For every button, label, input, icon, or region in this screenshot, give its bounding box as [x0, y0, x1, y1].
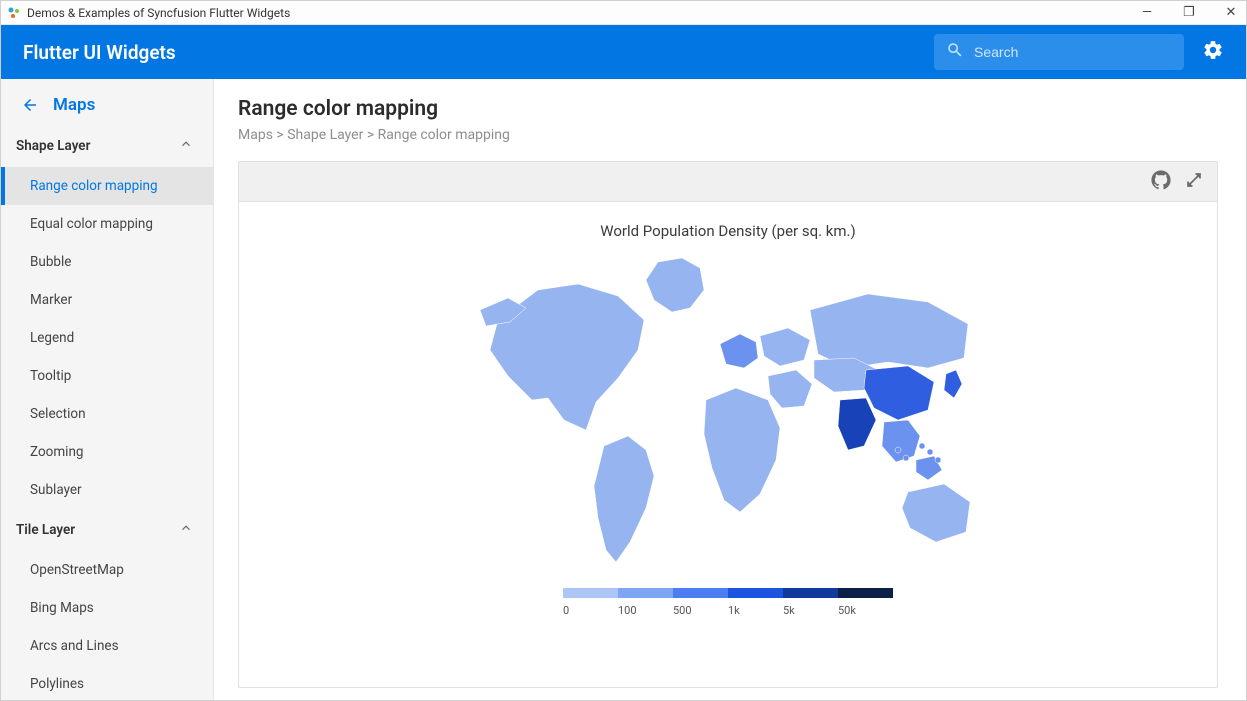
legend-label: 500 — [673, 604, 728, 617]
map-region-south_america[interactable] — [594, 436, 654, 562]
settings-button[interactable] — [1202, 39, 1224, 65]
legend-label: 100 — [618, 604, 673, 617]
legend-segment — [618, 588, 673, 598]
legend-label: 5k — [783, 604, 838, 617]
breadcrumb: Maps > Shape Layer > Range color mapping — [238, 127, 1218, 143]
map-region-greenland[interactable] — [646, 258, 704, 312]
card-toolbar — [239, 162, 1217, 202]
sidebar: Maps Shape Layer Range color mappingEqual… — [1, 79, 214, 700]
map-legend: 01005001k5k50k — [563, 588, 893, 617]
map-region-africa[interactable] — [704, 388, 780, 512]
back-arrow-icon — [21, 96, 39, 114]
world-map[interactable] — [468, 250, 988, 580]
demo-card: World Population Density (per sq. km.) 0… — [238, 161, 1218, 688]
search-box[interactable] — [934, 34, 1184, 70]
sidebar-item[interactable]: Marker — [1, 281, 213, 319]
sidebar-group-label: Shape Layer — [16, 138, 90, 154]
map-region-island[interactable] — [935, 457, 941, 463]
map-region-australia[interactable] — [902, 484, 970, 542]
map-region-island[interactable] — [903, 455, 909, 461]
map-region-india[interactable] — [838, 398, 876, 450]
legend-label: 1k — [728, 604, 783, 617]
map-region-island[interactable] — [919, 443, 925, 449]
legend-label: 0 — [563, 604, 618, 617]
fullscreen-button[interactable] — [1185, 171, 1203, 193]
map-region-europe_east[interactable] — [760, 328, 810, 366]
legend-segment — [838, 588, 893, 598]
sidebar-item[interactable]: Equal color mapping — [1, 205, 213, 243]
sidebar-item[interactable]: Sublayer — [1, 471, 213, 509]
sidebar-item[interactable]: Range color mapping — [1, 167, 213, 205]
page-title: Range color mapping — [238, 97, 1218, 121]
sidebar-back-link[interactable]: Maps — [1, 79, 213, 125]
legend-label: 50k — [838, 604, 893, 617]
chart-title: World Population Density (per sq. km.) — [600, 222, 855, 240]
window-close-button[interactable]: ✕ — [1222, 5, 1240, 20]
sidebar-group-label: Tile Layer — [16, 522, 75, 538]
search-input[interactable] — [974, 44, 1172, 60]
map-region-russia[interactable] — [810, 294, 968, 368]
sidebar-item[interactable]: Bubble — [1, 243, 213, 281]
sidebar-item[interactable]: Arcs and Lines — [1, 627, 213, 665]
main-content: Range color mapping Maps > Shape Layer >… — [214, 79, 1246, 700]
app-title: Flutter UI Widgets — [23, 41, 176, 64]
os-titlebar: Demos & Examples of Syncfusion Flutter W… — [1, 1, 1246, 25]
sidebar-group-header[interactable]: Shape Layer — [1, 125, 213, 167]
chevron-up-icon — [179, 521, 193, 539]
window-maximize-button[interactable]: ❐ — [1180, 5, 1198, 20]
search-icon — [946, 41, 964, 63]
sidebar-item[interactable]: Zooming — [1, 433, 213, 471]
chevron-up-icon — [179, 137, 193, 155]
window-title: Demos & Examples of Syncfusion Flutter W… — [27, 6, 290, 20]
map-region-middle_east[interactable] — [768, 370, 812, 408]
map-region-japan[interactable] — [944, 370, 962, 398]
legend-segment — [673, 588, 728, 598]
sidebar-item[interactable]: Selection — [1, 395, 213, 433]
app-logo-icon — [7, 6, 21, 20]
map-region-china[interactable] — [864, 366, 934, 420]
sidebar-item[interactable]: Tooltip — [1, 357, 213, 395]
legend-segment — [563, 588, 618, 598]
map-region-se_asia[interactable] — [882, 420, 920, 462]
map-region-island[interactable] — [927, 449, 933, 455]
sidebar-item[interactable]: Polylines — [1, 665, 213, 700]
app-header: Flutter UI Widgets — [1, 25, 1246, 79]
legend-segment — [783, 588, 838, 598]
sidebar-item[interactable]: Legend — [1, 319, 213, 357]
legend-segment — [728, 588, 783, 598]
window-minimize-button[interactable]: ― — [1138, 5, 1156, 20]
sidebar-item[interactable]: Bing Maps — [1, 589, 213, 627]
sidebar-section-label: Maps — [53, 95, 95, 115]
github-link-button[interactable] — [1151, 170, 1171, 194]
sidebar-item[interactable]: OpenStreetMap — [1, 551, 213, 589]
map-region-europe_west[interactable] — [720, 334, 758, 368]
sidebar-group-header[interactable]: Tile Layer — [1, 509, 213, 551]
map-region-island[interactable] — [895, 447, 901, 453]
